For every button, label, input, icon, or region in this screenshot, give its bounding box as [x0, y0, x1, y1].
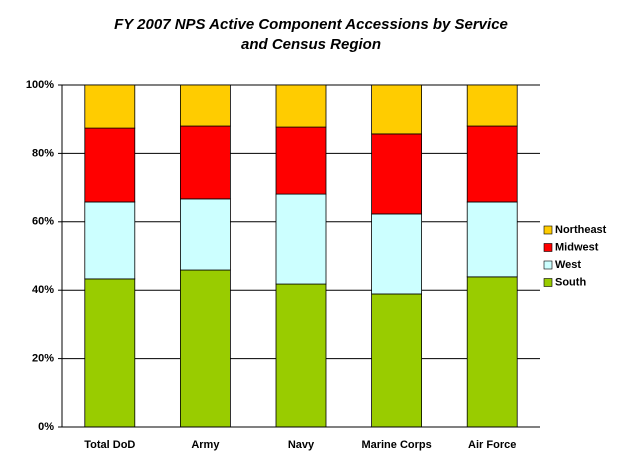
bar-segment [466, 84, 518, 127]
bar-segment [275, 126, 327, 195]
bar-segment [84, 278, 136, 428]
bar-segment [179, 198, 231, 271]
legend-swatch [543, 243, 553, 252]
legend-label: Midwest [555, 241, 599, 253]
bar-segment [275, 84, 327, 128]
y-tick-label: 40% [32, 284, 54, 296]
x-tick-label: Navy [288, 439, 315, 451]
bar-segment [179, 125, 231, 200]
legend-label: Northeast [555, 224, 607, 236]
bar-segment [371, 293, 423, 428]
y-tick-label: 20% [32, 353, 54, 365]
bar-segment [179, 84, 231, 127]
legend-swatch [543, 260, 553, 270]
bar-segment [466, 125, 518, 203]
y-tick-label: 0% [38, 421, 54, 433]
bar-segment [84, 127, 136, 203]
x-tick-label: Army [191, 439, 220, 451]
bar-segment [179, 269, 231, 428]
bar-segment [466, 276, 518, 428]
bar-segment [275, 283, 327, 428]
bar-segment [275, 193, 327, 285]
y-tick-label: 100% [26, 79, 54, 91]
y-tick-label: 60% [32, 216, 54, 228]
bar-segment [371, 133, 423, 215]
bar-segment [371, 84, 423, 135]
legend-label: South [555, 276, 586, 288]
legend-swatch [543, 278, 553, 287]
bar-segment [466, 201, 518, 278]
bar-segment [84, 201, 136, 280]
bar-segment [371, 213, 423, 295]
x-tick-label: Total DoD [84, 439, 135, 451]
chart-title: FY 2007 NPS Active Component Accessions … [114, 16, 508, 33]
x-tick-label: Air Force [468, 439, 516, 451]
y-tick-label: 80% [32, 147, 54, 159]
x-tick-label: Marine Corps [361, 439, 431, 451]
chart-title: and Census Region [241, 36, 381, 53]
legend-label: West [555, 259, 581, 271]
legend-swatch [543, 225, 553, 235]
bar-segment [84, 84, 136, 129]
